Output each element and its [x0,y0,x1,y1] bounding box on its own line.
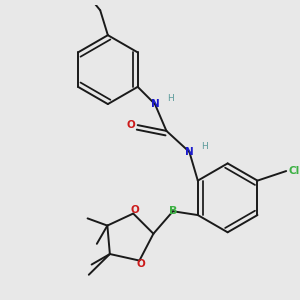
Text: B: B [169,206,177,216]
Text: N: N [151,99,159,109]
Text: H: H [167,94,174,103]
Text: Cl: Cl [288,166,299,176]
Text: N: N [185,147,194,157]
Text: O: O [137,260,146,269]
Text: O: O [131,205,140,215]
Text: H: H [202,142,208,151]
Text: O: O [126,120,135,130]
